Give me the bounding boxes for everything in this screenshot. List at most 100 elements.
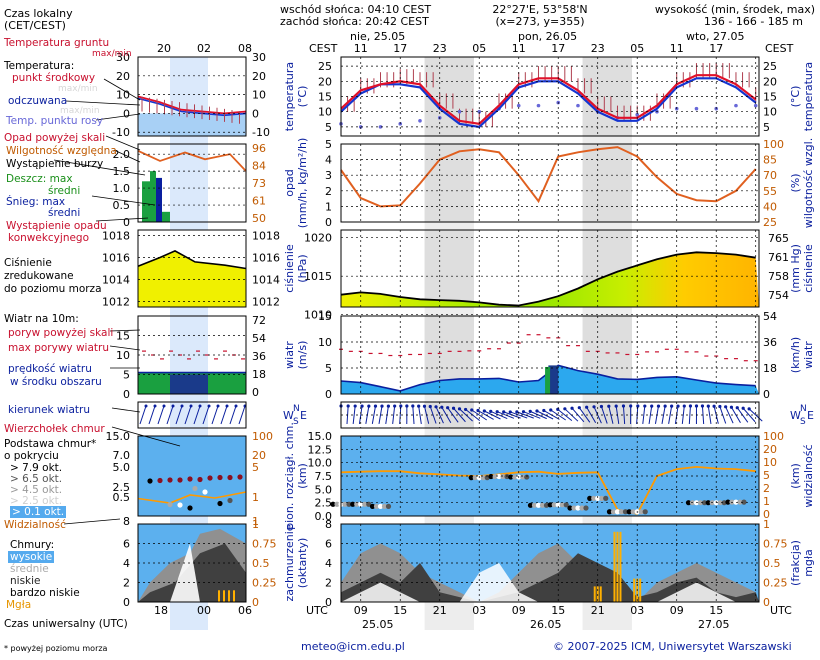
wind-dir-arrow — [742, 407, 756, 423]
cloud-base-point — [587, 495, 593, 501]
cloud-base-point — [563, 502, 569, 508]
wind-dir-arrow — [661, 406, 666, 424]
hour-top-label: 11 — [353, 42, 368, 55]
wind-dir-arrow-head — [747, 407, 751, 411]
wind-tick-right: 36 — [763, 336, 777, 349]
wind-dir-arrow-head — [367, 404, 371, 408]
humidity-tick-right: 70 — [763, 169, 777, 182]
cloud-tick-left: 0.0 — [315, 510, 333, 523]
cloud-base-point — [488, 473, 494, 480]
legend-clouds-low: niskie — [10, 575, 41, 587]
wind-dir-arrow-head — [599, 404, 604, 409]
mini-perceived-line — [137, 97, 247, 117]
mini-cloud-base-point — [177, 502, 183, 508]
cloud-tick-left: 2.5 — [315, 497, 333, 510]
axis-label-temp-right: temperatura — [802, 62, 815, 131]
wind-dir-arrow — [536, 410, 554, 420]
cloud-base-point — [531, 502, 538, 508]
cloud-tick-left: 15.0 — [308, 430, 333, 443]
legend-perceived-faded: max/min — [60, 106, 100, 116]
cloud-base-point — [630, 509, 636, 515]
cloud-cover-area — [341, 543, 759, 602]
hour-top-label: 11 — [511, 42, 526, 55]
mini-temp-tick-right: 30 — [252, 51, 266, 64]
hour-bottom-label: 03 — [472, 604, 487, 617]
legend-perceived: odczuwana — [8, 95, 68, 107]
day-label-1: nie, 25.05 — [350, 30, 406, 43]
mini-humidity-tick: 50 — [252, 212, 266, 225]
mini-visibility-line — [137, 491, 247, 504]
cloud-base-point — [381, 503, 388, 509]
hour-bottom-label: 21 — [590, 604, 605, 617]
wind-dir-arrow-head — [405, 404, 409, 408]
cloud-cover-area — [341, 553, 759, 602]
fog-tick-right: 0.75 — [763, 538, 788, 551]
axis-label-cov-right-unit: (frakcja) — [789, 540, 802, 586]
fog-bar — [593, 586, 596, 602]
compass-w-right: W — [790, 409, 801, 422]
coords: 22°27'E, 53°58'N — [492, 3, 588, 16]
email-link[interactable]: meteo@icm.edu.pl — [301, 640, 405, 653]
wind-dir-arrow-head — [735, 406, 739, 410]
cover-tick-left: 8 — [325, 518, 332, 531]
legend-gust-above: poryw powyżej skali — [8, 327, 114, 339]
visibility-tick-right: 1 — [763, 495, 770, 508]
legend-leader-line — [113, 149, 141, 163]
panel-frame — [340, 143, 760, 223]
cover-tick-left: 6 — [325, 538, 332, 551]
legend-leader-line — [109, 345, 141, 351]
visibility-tick-right: 10 — [763, 456, 777, 469]
pressure-tick-right: 754 — [768, 289, 789, 302]
wind-dir-arrow-head — [346, 404, 350, 408]
fog-tick-right: 1 — [763, 518, 770, 531]
mini-fog-bar — [223, 590, 225, 602]
mini-visibility-tick: 5 — [252, 461, 259, 474]
axis-label-cov-left1: zachmurzenie — [283, 524, 296, 601]
cloud-base-point — [697, 500, 704, 506]
axis-label-cl-right-unit: (km) — [789, 463, 802, 489]
legend-leader-line — [53, 159, 146, 176]
wind-dir-arrow-head — [451, 406, 456, 410]
wind-dir-arrow — [642, 406, 646, 424]
compass-n-left: N — [293, 404, 300, 414]
panel-frame — [340, 401, 760, 429]
legend-clouds: Chmury: — [10, 539, 55, 551]
wind-dir-arrow-head — [614, 404, 618, 408]
legend-conv2: konwekcyjnego — [8, 232, 90, 244]
mini-cloud-base-point — [227, 474, 233, 481]
wind-dir-arrow-head — [380, 404, 384, 408]
axis-label-temp-left-unit: (°C) — [296, 86, 309, 108]
mini-panel-frame — [137, 56, 247, 137]
wind-dir-arrow-head — [422, 404, 427, 408]
cloud-base-point — [606, 509, 613, 515]
cloud-base-point — [741, 499, 747, 505]
wind-dir-arrow — [399, 405, 402, 425]
panel-frame — [340, 523, 760, 603]
cloud-base-point — [733, 499, 739, 505]
cloud-tick-left: 10.0 — [308, 457, 333, 470]
legend-rain: Deszcz: max — [6, 173, 73, 185]
cloud-base-point — [717, 500, 723, 506]
axis-label-wind-left: wiatr — [283, 341, 296, 369]
pressure-area — [341, 252, 759, 307]
cloud-base-point — [527, 502, 534, 508]
legend-rain-mid: średni — [48, 185, 81, 197]
axis-label-precip-left: opad — [283, 169, 296, 196]
legend-wind-speed: prędkość wiatru — [8, 363, 92, 375]
legend-clouds-mid: średnie — [10, 563, 49, 575]
cloud-base-point — [622, 509, 629, 515]
mini-wind-tick-right: 72 — [252, 314, 266, 327]
mini-hour-3: 08 — [238, 42, 252, 55]
pressure-tick-right: 758 — [768, 270, 789, 283]
compass-s-left: S — [293, 417, 299, 427]
visibility-tick-right: 2 — [763, 482, 770, 495]
wind-dir-arrow — [530, 410, 547, 420]
wind-tick-right: 18 — [763, 362, 777, 375]
grid-coords: (x=273, y=355) — [495, 15, 585, 28]
humidity-line — [340, 146, 757, 208]
cloud-base-point — [579, 505, 585, 511]
mini-wind-arrow — [211, 405, 219, 425]
universal-time-label: Czas uniwersalny (UTC) — [4, 618, 128, 630]
temp-tick-right: 15 — [763, 91, 777, 104]
cloud-base-point — [551, 502, 557, 508]
